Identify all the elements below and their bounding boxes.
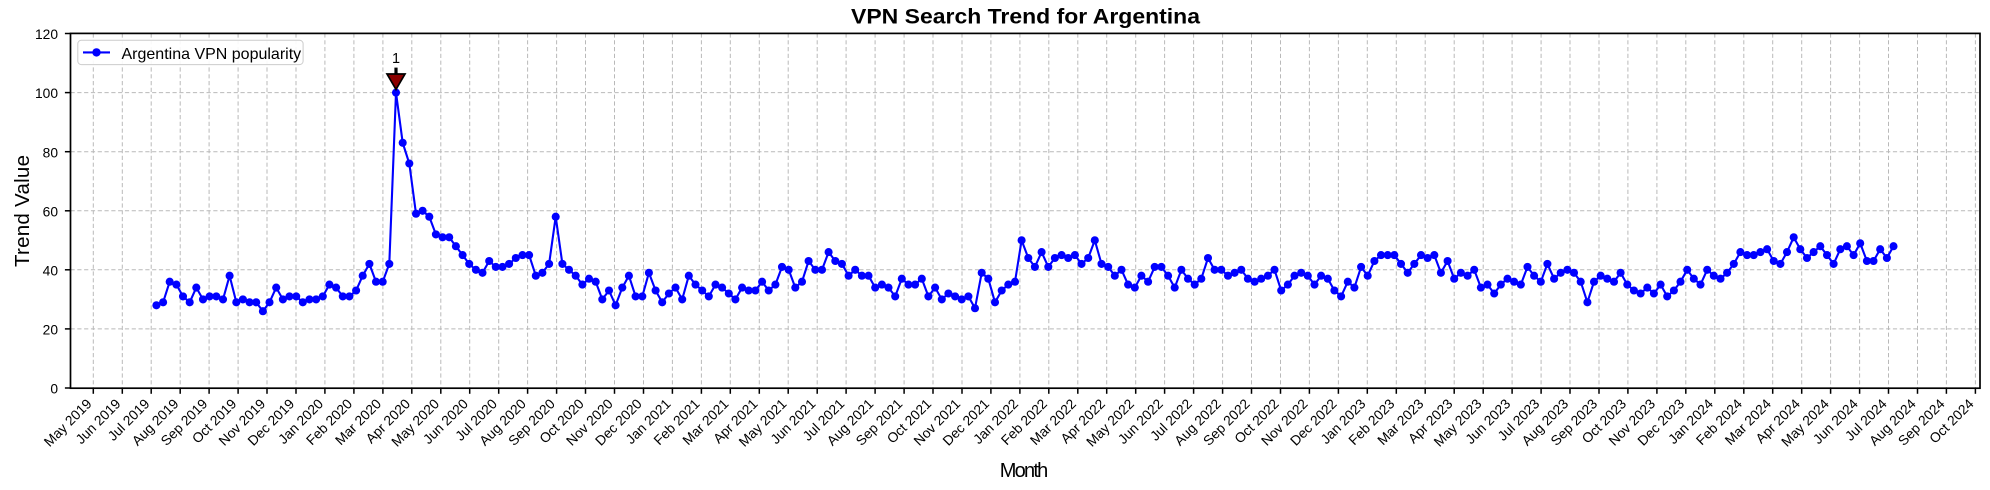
svg-text:40: 40 <box>43 263 59 278</box>
svg-text:80: 80 <box>43 145 59 160</box>
svg-text:Argentina VPN popularity: Argentina VPN popularity <box>122 46 302 63</box>
svg-text:Month: Month <box>1000 460 1049 482</box>
svg-text:60: 60 <box>43 204 59 219</box>
svg-text:100: 100 <box>35 86 58 101</box>
svg-text:VPN Search Trend for Argentina: VPN Search Trend for Argentina <box>851 5 1201 29</box>
svg-text:120: 120 <box>35 27 58 42</box>
svg-text:20: 20 <box>43 323 59 338</box>
svg-text:Trend Value: Trend Value <box>11 155 34 267</box>
svg-text:0: 0 <box>50 382 58 397</box>
svg-text:1: 1 <box>392 51 400 67</box>
